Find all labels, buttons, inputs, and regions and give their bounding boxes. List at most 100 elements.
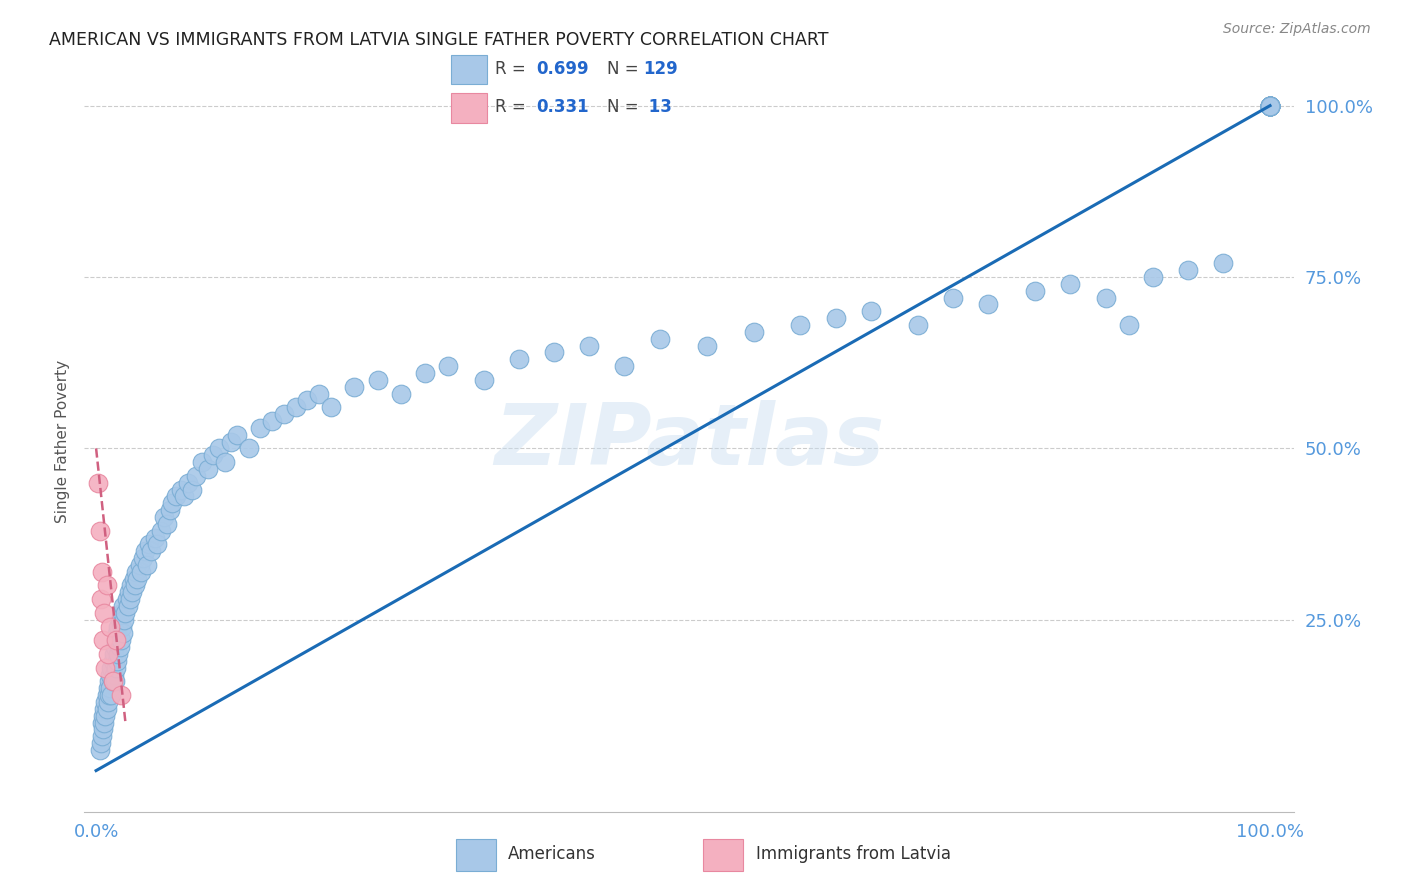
Point — [91, 708, 114, 723]
Point — [112, 613, 135, 627]
Point — [149, 524, 172, 538]
Point — [87, 475, 110, 490]
Point — [696, 338, 718, 352]
Point — [1024, 284, 1046, 298]
Point — [214, 455, 236, 469]
Point — [94, 708, 117, 723]
Point — [1258, 98, 1281, 112]
Point — [111, 620, 134, 634]
Point — [1212, 256, 1234, 270]
Point — [121, 585, 143, 599]
Text: R =: R = — [495, 61, 531, 78]
Point — [942, 291, 965, 305]
Point — [89, 743, 111, 757]
Point — [103, 647, 125, 661]
Point — [117, 599, 139, 613]
Point — [1258, 98, 1281, 112]
Point — [159, 503, 181, 517]
Point — [96, 702, 118, 716]
Point — [197, 462, 219, 476]
Point — [1177, 263, 1199, 277]
Point — [90, 736, 112, 750]
Text: 0.699: 0.699 — [536, 61, 589, 78]
Point — [104, 674, 127, 689]
Point — [181, 483, 204, 497]
Point — [97, 647, 120, 661]
Point — [1258, 98, 1281, 112]
Point — [508, 352, 530, 367]
Point — [103, 667, 125, 681]
Point — [262, 414, 284, 428]
Point — [1258, 98, 1281, 112]
Text: N =: N = — [607, 98, 644, 116]
Point — [155, 516, 177, 531]
Point — [141, 544, 163, 558]
Point — [146, 537, 169, 551]
Point — [1258, 98, 1281, 112]
Point — [143, 531, 166, 545]
Point — [308, 386, 330, 401]
Point — [112, 626, 135, 640]
FancyBboxPatch shape — [451, 54, 486, 84]
Text: 13: 13 — [643, 98, 672, 116]
Point — [789, 318, 811, 332]
Point — [122, 572, 145, 586]
Point — [91, 633, 114, 648]
Point — [472, 373, 495, 387]
Text: R =: R = — [495, 98, 531, 116]
Point — [97, 681, 120, 696]
Point — [108, 640, 131, 655]
Point — [120, 578, 142, 592]
Text: ZIPatlas: ZIPatlas — [494, 400, 884, 483]
Point — [135, 558, 157, 572]
Point — [104, 640, 127, 655]
Point — [114, 606, 136, 620]
Point — [105, 654, 128, 668]
Point — [101, 654, 124, 668]
Point — [94, 661, 117, 675]
Point — [1142, 270, 1164, 285]
Point — [1258, 98, 1281, 112]
Point — [93, 606, 115, 620]
Point — [190, 455, 212, 469]
Point — [219, 434, 242, 449]
Point — [389, 386, 412, 401]
Point — [249, 421, 271, 435]
Point — [284, 401, 307, 415]
Point — [1258, 98, 1281, 112]
Point — [1258, 98, 1281, 112]
Point — [105, 626, 128, 640]
Text: 129: 129 — [643, 61, 678, 78]
Point — [343, 380, 366, 394]
Point — [1258, 98, 1281, 112]
Point — [98, 667, 121, 681]
Point — [105, 661, 128, 675]
Point — [90, 592, 112, 607]
Point — [115, 592, 138, 607]
Point — [162, 496, 184, 510]
Point — [125, 565, 148, 579]
Point — [859, 304, 882, 318]
Point — [613, 359, 636, 373]
Point — [110, 688, 132, 702]
Text: Americans: Americans — [508, 845, 596, 863]
Point — [96, 688, 118, 702]
Point — [108, 613, 131, 627]
FancyBboxPatch shape — [451, 94, 486, 123]
Point — [138, 537, 160, 551]
Point — [89, 524, 111, 538]
Point — [977, 297, 1000, 311]
Point — [208, 442, 231, 456]
Point — [1258, 98, 1281, 112]
FancyBboxPatch shape — [456, 839, 496, 871]
Point — [120, 592, 142, 607]
Point — [437, 359, 460, 373]
Point — [824, 311, 846, 326]
Point — [367, 373, 389, 387]
Point — [134, 544, 156, 558]
Point — [132, 551, 155, 566]
Point — [1258, 98, 1281, 112]
Point — [1094, 291, 1116, 305]
Point — [543, 345, 565, 359]
Point — [91, 565, 114, 579]
